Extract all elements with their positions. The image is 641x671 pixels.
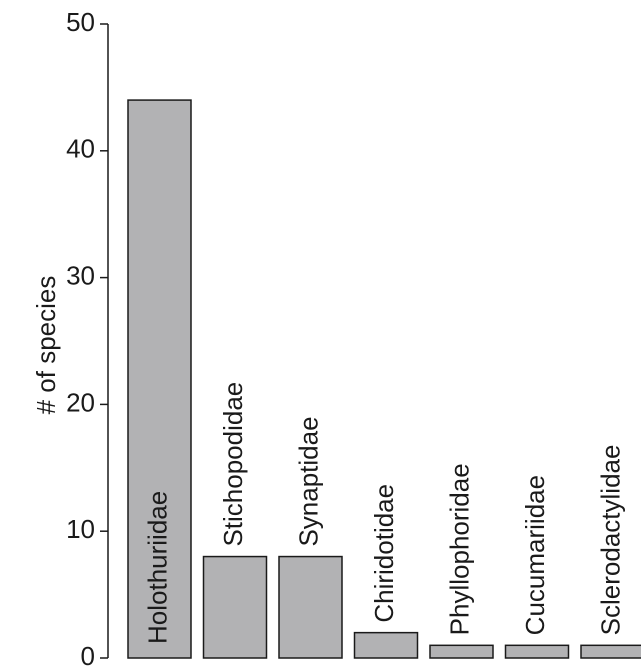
bar (504, 644, 570, 659)
bar-category-label: Cucumariidae (520, 475, 550, 635)
bar (353, 631, 419, 659)
y-axis: 0 10 20 30 40 50 (66, 7, 109, 671)
y-tick-label: 50 (66, 7, 95, 37)
bar-group: Sclerodactylidae (580, 445, 641, 659)
y-tick-label: 20 (66, 387, 95, 417)
y-tick-label: 30 (66, 260, 95, 290)
bar-group: Stichopodidae (202, 382, 268, 659)
y-tick-label: 0 (81, 641, 95, 671)
bar-group: Synaptidae (278, 416, 343, 659)
bar-category-label: Synaptidae (293, 416, 323, 546)
bar-category-label: Sclerodactylidae (595, 445, 625, 636)
bar (580, 644, 641, 659)
bar-category-label: Stichopodidae (218, 382, 248, 547)
y-tick-label: 10 (66, 514, 95, 544)
y-tick-label: 40 (66, 134, 95, 164)
bar-group: Chiridotidae (353, 484, 419, 659)
bar (429, 644, 494, 659)
bar-group: Cucumariidae (504, 475, 570, 659)
bar-group: Phyllophoridae (429, 463, 494, 659)
bar (278, 555, 343, 659)
bar-category-label: Phyllophoridae (444, 463, 474, 635)
bar-category-label: Holothuriidae (142, 491, 172, 644)
y-axis-label: # of species (31, 276, 61, 415)
bar-group: Holothuriidae (127, 99, 192, 659)
bar-category-label: Chiridotidae (369, 484, 399, 623)
bars: Holothuriidae Stichopodidae Synaptidae Chir… (127, 99, 641, 659)
bar (202, 555, 268, 659)
bar (127, 99, 192, 659)
